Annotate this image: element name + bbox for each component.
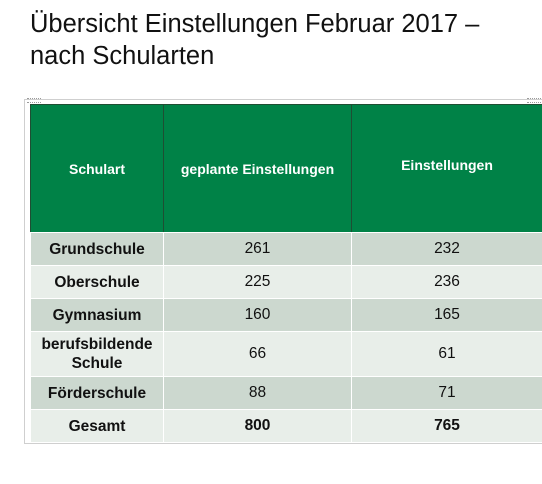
row-label: Förderschule: [30, 376, 164, 410]
frame-handle-right[interactable]: [527, 98, 541, 103]
cell-geplant-total: 800: [163, 409, 352, 443]
cell-geplant: 261: [163, 232, 352, 266]
header-schulart-label: Schulart: [68, 160, 125, 177]
cell-geplant: 88: [163, 376, 352, 410]
cell-geplant: 160: [163, 298, 352, 332]
table-row: Förderschule 88 71: [30, 376, 542, 410]
row-label: Grundschule: [30, 232, 164, 266]
title-line-1: Übersicht Einstellungen Februar 2017 –: [30, 10, 480, 38]
cell-einstellungen-total: 765: [351, 409, 542, 443]
title-line-2: nach Schularten: [30, 42, 215, 70]
header-geplante-einstellungen: geplante Einstellungen: [163, 104, 352, 233]
table-row: Grundschule 261 232: [30, 232, 542, 266]
header-einstellungen-label: Einstellungen: [401, 156, 493, 173]
cell-einstellungen: 165: [351, 298, 542, 332]
row-label: Oberschule: [30, 265, 164, 299]
cell-einstellungen: 236: [351, 265, 542, 299]
cell-geplant: 66: [163, 331, 352, 377]
cell-einstellungen: 61: [351, 331, 542, 377]
header-einstellungen: Einstellungen: [351, 104, 542, 233]
table-row: Gymnasium 160 165: [30, 298, 542, 332]
cell-einstellungen: 232: [351, 232, 542, 266]
header-schulart: Schulart: [30, 104, 164, 233]
cell-geplant: 225: [163, 265, 352, 299]
table-row: berufsbildende Schule 66 61: [30, 331, 542, 377]
einstellungen-table: Schulart geplante Einstellungen Einstell…: [30, 104, 542, 443]
cell-einstellungen: 71: [351, 376, 542, 410]
page-title: Übersicht Einstellungen Februar 2017 – n…: [30, 8, 535, 72]
row-label: berufsbildende Schule: [30, 331, 164, 377]
table-header-row: Schulart geplante Einstellungen Einstell…: [30, 104, 542, 233]
frame-handle-left[interactable]: [27, 98, 41, 103]
header-geplant-label: geplante Einstellungen: [180, 160, 335, 177]
table-total-row: Gesamt 800 765: [30, 409, 542, 443]
row-label: Gesamt: [30, 409, 164, 443]
table-row: Oberschule 225 236: [30, 265, 542, 299]
row-label: Gymnasium: [30, 298, 164, 332]
